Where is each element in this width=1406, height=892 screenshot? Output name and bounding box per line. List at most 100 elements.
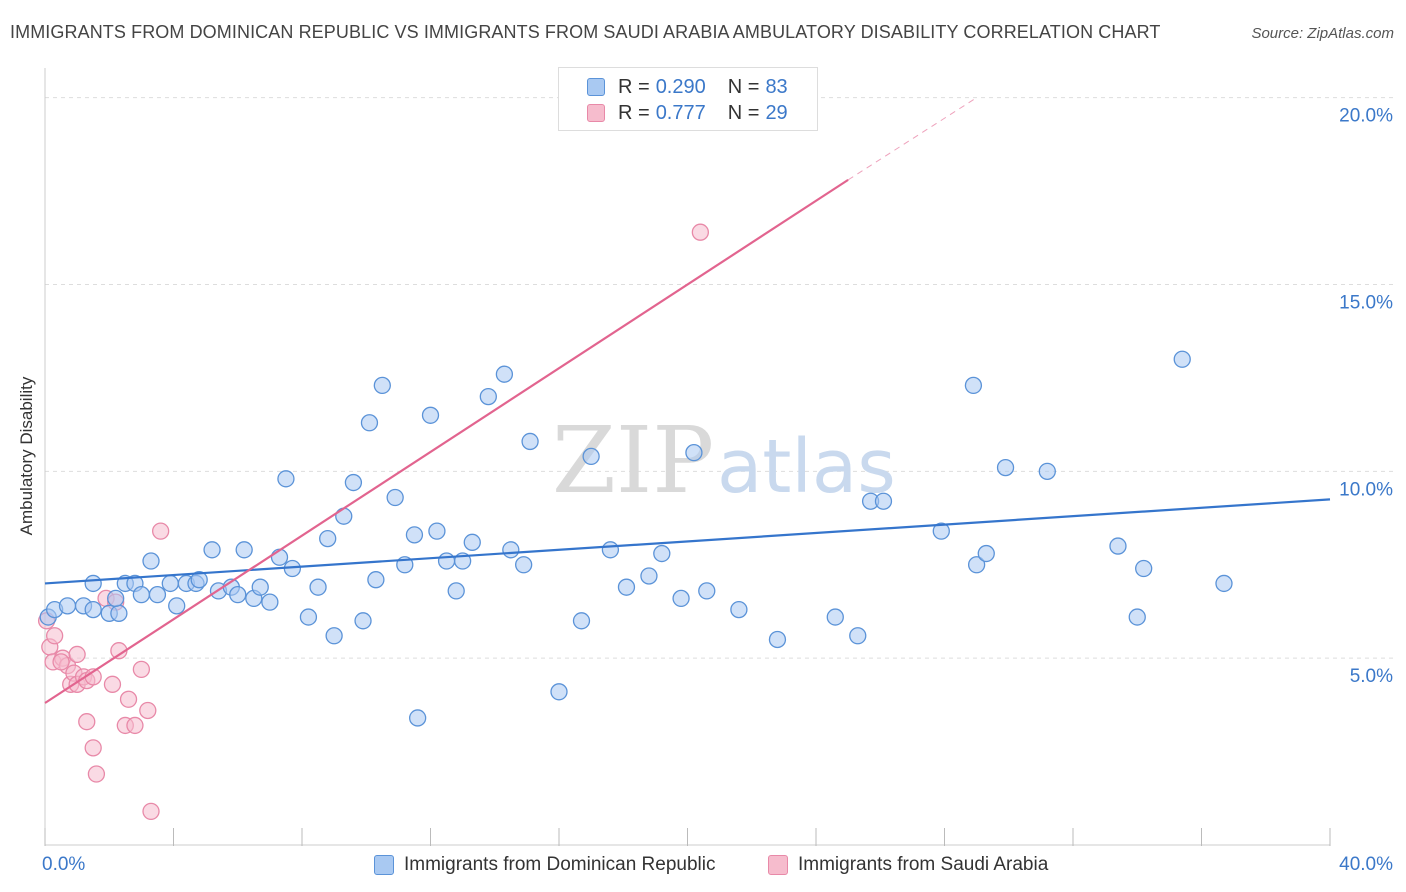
data-point-dominican	[617, 578, 636, 596]
legend-n-label: N =	[727, 75, 760, 98]
data-point-dominican	[826, 608, 844, 626]
data-point-dominican	[408, 709, 427, 727]
data-point-saudi	[52, 653, 70, 671]
data-point-dominican	[319, 529, 337, 548]
data-point-saudi	[119, 690, 138, 708]
data-point-dominican	[344, 473, 363, 492]
data-point-dominican	[277, 470, 295, 488]
data-point-dominican	[849, 627, 867, 645]
data-point-dominican	[161, 574, 179, 593]
trend-lines	[44, 97, 1331, 704]
data-point-dominican	[996, 458, 1015, 477]
data-point-saudi	[151, 522, 170, 540]
data-point-dominican	[967, 556, 986, 574]
data-point-dominican	[373, 376, 391, 395]
data-point-dominican	[270, 548, 289, 566]
x-tick-label: 40.0%	[1339, 854, 1393, 875]
data-point-dominican	[1215, 574, 1233, 593]
data-point-dominican	[360, 414, 379, 432]
data-point-dominican	[229, 585, 247, 604]
data-point-saudi	[103, 675, 122, 693]
data-point-dominican	[386, 488, 404, 507]
legend-r-label: R =	[618, 75, 650, 98]
data-point-dominican	[479, 387, 497, 406]
data-point-dominican	[698, 582, 716, 600]
data-point-dominican	[110, 604, 128, 622]
data-point-dominican	[107, 589, 125, 608]
data-point-dominican	[235, 541, 253, 559]
legend-row-saudi: R = 0.777 N = 29	[587, 100, 788, 126]
stats-legend: R = 0.290 N = 83 R = 0.777 N = 29	[558, 67, 818, 131]
tick-labels: 5.0% 10.0% 15.0% 20.0% 0.0% 40.0%	[42, 106, 1393, 875]
data-point-dominican	[515, 556, 533, 574]
legend-row-dominican: R = 0.290 N = 83	[587, 74, 788, 100]
y-axis-title: Ambulatory Disability	[17, 376, 36, 535]
data-point-dominican	[299, 608, 318, 626]
data-point-dominican	[132, 585, 151, 604]
legend-r-value-dominican: 0.290	[655, 75, 706, 98]
data-point-dominican	[325, 627, 343, 645]
data-point-dominican	[421, 406, 440, 424]
data-point-dominican	[640, 567, 658, 585]
data-point-dominican	[309, 578, 327, 596]
legend-n-value-dominican: 83	[765, 75, 788, 98]
watermark: ZIP atlas	[552, 407, 896, 514]
data-point-dominican	[84, 574, 102, 593]
legend-swatch-dominican	[587, 78, 605, 96]
bottom-legend-swatch-saudi	[768, 855, 788, 875]
data-point-dominican	[582, 447, 600, 466]
data-point-dominican	[601, 541, 620, 559]
data-point-saudi	[84, 739, 102, 757]
data-point-saudi	[142, 802, 160, 821]
trend-line-saudi-extension	[847, 97, 977, 181]
data-point-dominican	[685, 444, 703, 462]
data-point-dominican	[251, 578, 269, 596]
data-point-dominican	[1128, 608, 1146, 626]
data-point-dominican	[502, 541, 520, 559]
data-point-dominican	[203, 541, 221, 559]
bottom-legend-dominican: Immigrants from Dominican Republic	[374, 852, 716, 878]
bottom-legend-saudi: Immigrants from Saudi Arabia	[768, 852, 1048, 878]
data-point-dominican	[58, 597, 77, 615]
data-point-dominican	[932, 522, 950, 540]
legend-swatch-saudi	[587, 104, 605, 122]
y-tick-label: 10.0%	[1339, 479, 1393, 500]
data-point-saudi	[126, 716, 144, 735]
data-point-dominican	[521, 432, 539, 451]
legend-n-label: N =	[727, 101, 760, 124]
data-point-saudi	[78, 713, 96, 731]
source-label: Source: ZipAtlas.com	[1251, 25, 1394, 42]
data-point-saudi	[68, 645, 86, 664]
data-point-dominican	[447, 582, 465, 600]
data-point-dominican	[572, 612, 591, 630]
data-point-dominican	[964, 376, 983, 395]
data-point-dominican	[354, 612, 372, 630]
data-point-saudi	[87, 765, 106, 783]
trend-line-dominican	[44, 498, 1331, 585]
data-point-dominican	[550, 683, 568, 701]
data-point-dominican	[1135, 559, 1153, 578]
data-point-saudi	[132, 660, 151, 679]
data-point-dominican	[335, 507, 353, 525]
data-point-dominican	[1109, 537, 1127, 555]
bottom-legend-swatch-dominican	[374, 855, 394, 875]
data-point-dominican	[261, 593, 279, 611]
trend-line-saudi	[44, 178, 849, 704]
data-point-dominican	[437, 552, 456, 570]
y-tick-label: 5.0%	[1350, 666, 1393, 687]
data-point-dominican	[168, 597, 186, 615]
x-tick-label: 0.0%	[42, 854, 85, 875]
legend-r-label: R =	[618, 101, 650, 124]
data-point-dominican	[428, 522, 446, 540]
bottom-legend-label-dominican: Immigrants from Dominican Republic	[404, 854, 716, 875]
data-point-dominican	[768, 630, 787, 649]
data-point-dominican	[874, 492, 893, 510]
data-point-dominican	[190, 571, 208, 589]
data-point-dominican	[672, 589, 690, 608]
data-point-dominican	[495, 365, 514, 383]
chart-title: IMMIGRANTS FROM DOMINICAN REPUBLIC VS IM…	[10, 22, 1161, 42]
data-point-dominican	[1038, 462, 1056, 480]
watermark-zip: ZIP	[552, 407, 714, 514]
data-point-dominican	[730, 600, 748, 619]
